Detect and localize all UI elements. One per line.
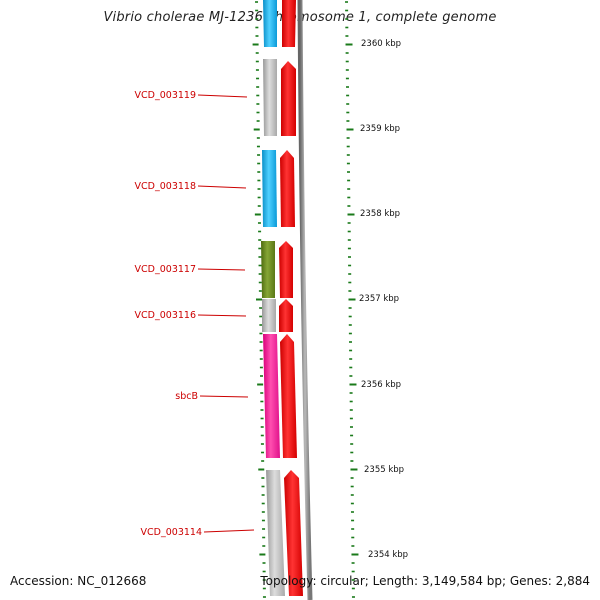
- gene-arrow[interactable]: [279, 241, 293, 298]
- gene-arrow[interactable]: [282, 0, 296, 47]
- kbp-scale: 2360 kbp 2359 kbp 2358 kbp 2357 kbp 2356…: [359, 39, 408, 560]
- gene-label-sbcb[interactable]: sbcB: [175, 391, 198, 402]
- label-leader: [203, 529, 255, 533]
- tick-column-inner: [252, 1, 266, 598]
- gene-block[interactable]: [263, 0, 277, 47]
- topology-text: Topology: circular; Length: 3,149,584 bp…: [260, 574, 590, 588]
- kbp-label: 2354 kbp: [368, 550, 408, 560]
- kbp-label: 2355 kbp: [364, 465, 404, 475]
- genome-backbone: [297, 0, 313, 600]
- gene-label-vcd-003119[interactable]: VCD_003119: [135, 90, 196, 101]
- gene-block[interactable]: [263, 59, 277, 136]
- gene-label-vcd-003117[interactable]: VCD_003117: [135, 264, 196, 275]
- accession-text: Accession: NC_012668: [10, 574, 147, 588]
- gene-arrow[interactable]: [280, 150, 295, 227]
- label-leader: [199, 395, 249, 398]
- kbp-label: 2356 kbp: [361, 380, 401, 390]
- label-leader: [197, 268, 246, 271]
- kbp-label: 2357 kbp: [359, 294, 399, 304]
- gene-block[interactable]: [261, 241, 275, 298]
- gene-arrow[interactable]: [281, 61, 296, 136]
- label-leader: [197, 94, 248, 98]
- kbp-label: 2359 kbp: [360, 124, 400, 134]
- gene-label-vcd-003118[interactable]: VCD_003118: [135, 181, 196, 192]
- gene-arrows: [279, 0, 303, 596]
- label-leader: [197, 314, 247, 317]
- gene-labels: VCD_003119 VCD_003118 VCD_003117 VCD_003…: [135, 90, 255, 538]
- label-leader: [197, 185, 247, 189]
- gene-block[interactable]: [262, 150, 277, 227]
- gene-blocks: [261, 0, 285, 596]
- gene-block[interactable]: [266, 470, 285, 596]
- gene-arrow[interactable]: [279, 299, 293, 332]
- gene-arrow[interactable]: [284, 470, 303, 596]
- gene-arrow[interactable]: [280, 334, 297, 458]
- gene-label-vcd-003114[interactable]: VCD_003114: [141, 527, 202, 538]
- kbp-label: 2360 kbp: [361, 39, 401, 49]
- kbp-label: 2358 kbp: [360, 209, 400, 219]
- tick-column-outer: [345, 1, 359, 598]
- gene-block[interactable]: [262, 299, 276, 332]
- gene-label-vcd-003116[interactable]: VCD_003116: [135, 310, 196, 321]
- gene-block[interactable]: [263, 334, 280, 458]
